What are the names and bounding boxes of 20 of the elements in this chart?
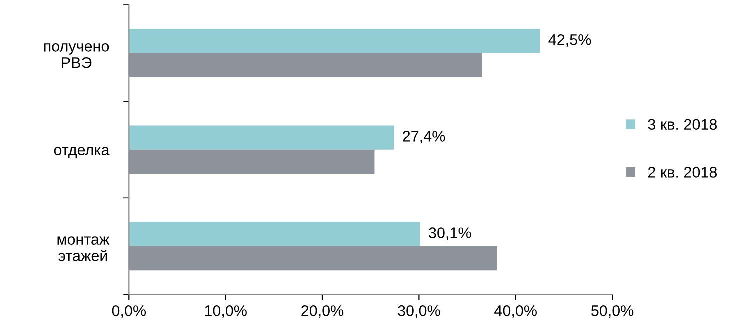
- bar: [129, 222, 420, 246]
- x-tick-label: 20,0%: [302, 306, 344, 318]
- legend-label: 2 кв. 2018: [648, 167, 718, 178]
- data-label: 30,1%: [429, 228, 472, 240]
- x-tick-label: 30,0%: [398, 306, 440, 318]
- x-tick-label: 50,0%: [591, 306, 634, 318]
- x-tick-label: 0,0%: [112, 306, 146, 318]
- x-tick-label: 40,0%: [494, 306, 537, 318]
- y-tick-label: отделка: [54, 147, 110, 158]
- data-label: 27,4%: [403, 131, 446, 144]
- legend-label: 3 кв. 2018: [648, 119, 718, 130]
- x-tick-label: 10,0%: [205, 306, 247, 318]
- bar: [129, 126, 394, 150]
- data-label: 42,5%: [548, 34, 592, 48]
- bar: [129, 53, 482, 78]
- bar: [129, 246, 498, 271]
- bar: [129, 150, 375, 174]
- bar: [129, 29, 540, 54]
- y-tick-label: получено РВЭ: [44, 43, 110, 68]
- y-tick-label: монтаж этажей: [58, 236, 110, 262]
